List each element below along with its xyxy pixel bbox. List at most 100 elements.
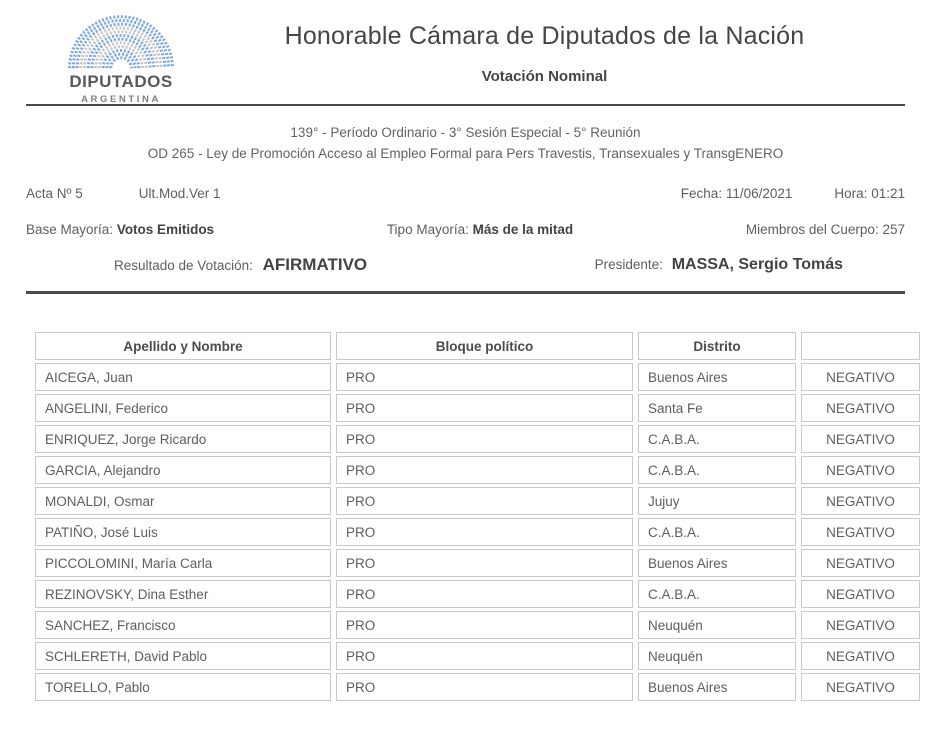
diputados-logo: DIPUTADOS ARGENTINA <box>58 8 184 105</box>
cell-vote: NEGATIVO <box>801 642 920 670</box>
table-row: SANCHEZ, Francisco PRO Neuquén NEGATIVO <box>35 611 920 639</box>
cell-political-bloc: PRO <box>336 394 633 422</box>
hemicycle-logo-icon <box>68 15 174 69</box>
session-info: 139° - Período Ordinario - 3° Sesión Esp… <box>0 122 931 164</box>
resultado-votacion: Resultado de Votación: AFIRMATIVO <box>114 255 367 275</box>
cell-political-bloc: PRO <box>336 549 633 577</box>
cell-district: Buenos Aires <box>638 549 796 577</box>
cell-vote: NEGATIVO <box>801 456 920 484</box>
voting-table-container: Apellido y Nombre Bloque político Distri… <box>35 329 920 704</box>
cell-district: C.A.B.A. <box>638 580 796 608</box>
cell-district: Neuquén <box>638 642 796 670</box>
mayoria-row: Base Mayoría: Votos Emitidos Tipo Mayorí… <box>26 222 905 237</box>
table-row: ANGELINI, Federico PRO Santa Fe NEGATIVO <box>35 394 920 422</box>
cell-deputy-name: PICCOLOMINI, María Carla <box>35 549 331 577</box>
cell-district: Santa Fe <box>638 394 796 422</box>
cell-vote: NEGATIVO <box>801 394 920 422</box>
table-row: GARCIA, Alejandro PRO C.A.B.A. NEGATIVO <box>35 456 920 484</box>
miembros-label: Miembros del Cuerpo: <box>745 222 879 237</box>
miembros-value: 257 <box>882 222 905 237</box>
fecha-value: 11/06/2021 <box>725 186 793 201</box>
table-row: MONALDI, Osmar PRO Jujuy NEGATIVO <box>35 487 920 515</box>
tipo-mayoria-label: Tipo Mayoría: <box>386 222 469 237</box>
cell-district: Buenos Aires <box>638 363 796 391</box>
cell-political-bloc: PRO <box>336 456 633 484</box>
tipo-mayoria-value: Más de la mitad <box>472 222 574 237</box>
base-mayoria: Base Mayoría: Votos Emitidos <box>26 222 214 237</box>
miembros-cuerpo: Miembros del Cuerpo: 257 <box>746 222 905 237</box>
resultado-label: Resultado de Votación: <box>114 258 253 273</box>
base-mayoria-label: Base Mayoría: <box>26 222 114 237</box>
cell-vote: NEGATIVO <box>801 611 920 639</box>
table-header-row: Apellido y Nombre Bloque político Distri… <box>35 332 920 360</box>
table-row: SCHLERETH, David Pablo PRO Neuquén NEGATIVO <box>35 642 920 670</box>
cell-vote: NEGATIVO <box>801 487 920 515</box>
cell-deputy-name: TORELLO, Pablo <box>35 673 331 701</box>
hora-label: Hora: <box>834 186 868 201</box>
cell-political-bloc: PRO <box>336 518 633 546</box>
cell-vote: NEGATIVO <box>801 363 920 391</box>
header-divider <box>26 104 905 106</box>
cell-district: C.A.B.A. <box>638 456 796 484</box>
voting-table: Apellido y Nombre Bloque político Distri… <box>30 329 925 704</box>
voting-table-body: AICEGA, Juan PRO Buenos Aires NEGATIVO ANGEL… <box>35 363 920 701</box>
cell-deputy-name: MONALDI, Osmar <box>35 487 331 515</box>
title-block: Honorable Cámara de Diputados de la Naci… <box>184 8 905 98</box>
cell-district: C.A.B.A. <box>638 518 796 546</box>
resultado-row: Resultado de Votación: AFIRMATIVO Presid… <box>26 255 905 275</box>
document-header: DIPUTADOS ARGENTINA Honorable Cámara de … <box>0 0 931 105</box>
cell-district: C.A.B.A. <box>638 425 796 453</box>
cell-political-bloc: PRO <box>336 611 633 639</box>
hora: Hora: 01:21 <box>834 186 905 201</box>
header-bloque-politico: Bloque político <box>336 332 633 360</box>
cell-deputy-name: AICEGA, Juan <box>35 363 331 391</box>
table-row: AICEGA, Juan PRO Buenos Aires NEGATIVO <box>35 363 920 391</box>
page-subtitle: Votación Nominal <box>481 68 608 85</box>
session-line: 139° - Período Ordinario - 3° Sesión Esp… <box>290 125 641 140</box>
cell-political-bloc: PRO <box>336 425 633 453</box>
fecha-label: Fecha: <box>680 186 723 201</box>
acta-row: Acta Nº 5 Ult.Mod.Ver 1 Fecha: 11/06/202… <box>26 186 905 201</box>
cell-political-bloc: PRO <box>336 487 633 515</box>
cell-deputy-name: REZINOVSKY, Dina Esther <box>35 580 331 608</box>
presidente-label: Presidente: <box>594 257 663 272</box>
header-apellido-nombre: Apellido y Nombre <box>35 332 331 360</box>
fecha: Fecha: 11/06/2021 <box>681 186 793 201</box>
header-distrito: Distrito <box>638 332 796 360</box>
cell-deputy-name: SANCHEZ, Francisco <box>35 611 331 639</box>
table-row: PATIÑO, José Luis PRO C.A.B.A. NEGATIVO <box>35 518 920 546</box>
table-row: REZINOVSKY, Dina Esther PRO C.A.B.A. NEGATI… <box>35 580 920 608</box>
ult-mod-ver: Ult.Mod.Ver 1 <box>138 186 221 201</box>
cell-vote: NEGATIVO <box>801 425 920 453</box>
cell-district: Neuquén <box>638 611 796 639</box>
cell-vote: NEGATIVO <box>801 580 920 608</box>
page-title: Honorable Cámara de Diputados de la Naci… <box>284 22 805 50</box>
cell-district: Buenos Aires <box>638 673 796 701</box>
header-voto <box>801 332 920 360</box>
cell-vote: NEGATIVO <box>801 549 920 577</box>
cell-deputy-name: GARCIA, Alejandro <box>35 456 331 484</box>
table-row: ENRIQUEZ, Jorge Ricardo PRO C.A.B.A. NEGATI… <box>35 425 920 453</box>
cell-deputy-name: SCHLERETH, David Pablo <box>35 642 331 670</box>
logo-text-argentina: ARGENTINA <box>81 94 161 105</box>
cell-political-bloc: PRO <box>336 642 633 670</box>
base-mayoria-value: Votos Emitidos <box>116 222 215 237</box>
cell-deputy-name: ANGELINI, Federico <box>35 394 331 422</box>
cell-vote: NEGATIVO <box>801 518 920 546</box>
acta-number: Acta Nº 5 <box>26 186 83 201</box>
table-row: TORELLO, Pablo PRO Buenos Aires NEGATIVO <box>35 673 920 701</box>
presidente-value: MASSA, Sergio Tomás <box>671 256 843 273</box>
cell-vote: NEGATIVO <box>801 673 920 701</box>
cell-district: Jujuy <box>638 487 796 515</box>
cell-deputy-name: PATIÑO, José Luis <box>35 518 331 546</box>
logo-text-diputados: DIPUTADOS <box>69 72 173 91</box>
cell-political-bloc: PRO <box>336 580 633 608</box>
presidente: Presidente: MASSA, Sergio Tomás <box>595 256 843 274</box>
cell-political-bloc: PRO <box>336 363 633 391</box>
order-of-day-line: OD 265 - Ley de Promoción Acceso al Empl… <box>147 146 784 161</box>
hora-value: 01:21 <box>871 186 905 201</box>
cell-political-bloc: PRO <box>336 673 633 701</box>
table-row: PICCOLOMINI, María Carla PRO Buenos Aires N… <box>35 549 920 577</box>
section-divider <box>26 291 905 294</box>
